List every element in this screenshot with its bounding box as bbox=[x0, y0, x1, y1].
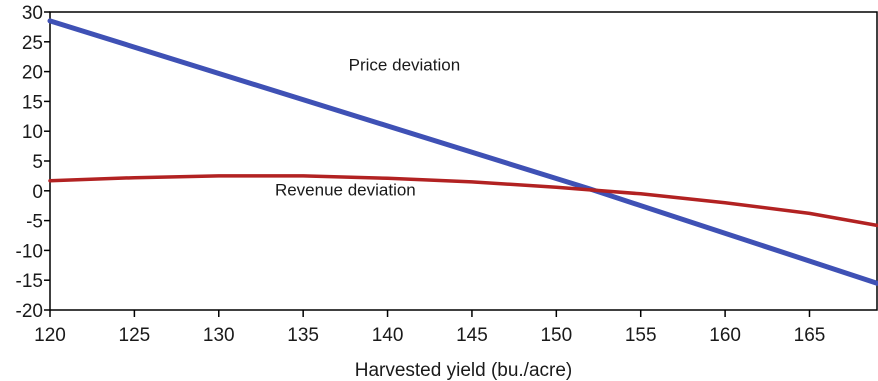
x-tick-label: 160 bbox=[709, 325, 741, 346]
x-tick-label: 135 bbox=[287, 325, 319, 346]
y-tick-label: -15 bbox=[16, 271, 43, 292]
x-tick-label: 155 bbox=[625, 325, 657, 346]
y-tick-label: -5 bbox=[26, 212, 43, 233]
x-axis-ticks: 120 125 130 135 140 145 150 155 160 165 bbox=[34, 310, 825, 346]
x-tick-label: 130 bbox=[203, 325, 235, 346]
series-line-revenue-deviation bbox=[48, 174, 878, 228]
y-tick-label: 25 bbox=[22, 33, 43, 54]
x-tick-label: 150 bbox=[540, 325, 572, 346]
y-tick-label: 15 bbox=[22, 92, 43, 113]
annotation-layer: Price deviation Revenue deviation bbox=[275, 55, 460, 199]
y-tick-label: -10 bbox=[16, 241, 43, 262]
series-line-price-deviation bbox=[47, 18, 878, 286]
y-axis-ticks: 30 25 20 15 10 5 0 -5 -10 -15 -20 bbox=[16, 3, 50, 322]
y-tick-label: 10 bbox=[22, 122, 43, 143]
annotation-revenue-deviation: Revenue deviation bbox=[275, 181, 416, 200]
y-tick-label: -20 bbox=[16, 301, 43, 322]
x-tick-label: 165 bbox=[794, 325, 826, 346]
x-axis-title: Harvested yield (bu./acre) bbox=[355, 360, 573, 381]
y-tick-label: 0 bbox=[32, 182, 43, 203]
series-layer bbox=[47, 18, 878, 286]
x-tick-label: 145 bbox=[456, 325, 488, 346]
y-tick-label: 5 bbox=[32, 152, 43, 173]
y-tick-label: 20 bbox=[22, 63, 43, 84]
x-tick-label: 120 bbox=[34, 325, 66, 346]
plot-frame bbox=[49, 11, 878, 311]
x-tick-label: 125 bbox=[119, 325, 151, 346]
y-tick-label: 30 bbox=[22, 3, 43, 24]
x-tick-label: 140 bbox=[372, 325, 404, 346]
annotation-price-deviation: Price deviation bbox=[349, 55, 461, 74]
plot-border bbox=[49, 11, 878, 311]
